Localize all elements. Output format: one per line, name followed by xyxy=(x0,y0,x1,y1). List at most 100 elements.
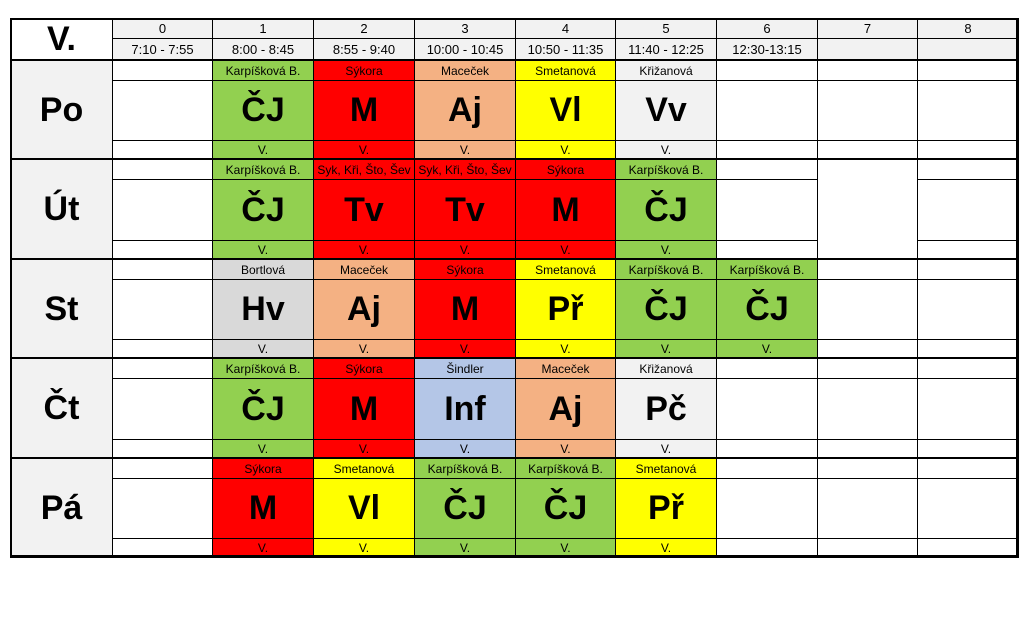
empty-cell[interactable] xyxy=(112,339,213,359)
empty-cell[interactable] xyxy=(817,378,918,440)
empty-cell[interactable] xyxy=(817,279,918,340)
empty-cell[interactable] xyxy=(917,478,1019,539)
lesson-teacher[interactable]: Karpíšková B. xyxy=(716,259,818,280)
lesson-room[interactable]: V. xyxy=(212,538,314,558)
lesson-teacher[interactable]: Karpíšková B. xyxy=(212,358,314,379)
lesson-teacher[interactable]: Karpíšková B. xyxy=(515,458,616,479)
lesson-teacher[interactable]: Bortlová xyxy=(212,259,314,280)
lesson-subject[interactable]: ČJ xyxy=(212,378,314,440)
lesson-teacher[interactable]: Šindler xyxy=(414,358,516,379)
empty-cell[interactable] xyxy=(112,159,213,180)
empty-cell[interactable] xyxy=(716,240,818,260)
lesson-teacher[interactable]: Smetanová xyxy=(313,458,415,479)
lesson-teacher[interactable]: Karpíšková B. xyxy=(615,159,717,180)
lesson-teacher[interactable]: Syk, Kři, Što, Šev xyxy=(313,159,415,180)
lesson-room[interactable]: V. xyxy=(414,439,516,459)
lesson-subject[interactable]: Hv xyxy=(212,279,314,340)
lesson-room[interactable]: V. xyxy=(515,240,616,260)
lesson-room[interactable]: V. xyxy=(313,538,415,558)
empty-cell[interactable] xyxy=(817,259,918,280)
lesson-subject[interactable]: Aj xyxy=(414,80,516,141)
empty-cell[interactable] xyxy=(917,458,1019,479)
lesson-teacher[interactable]: Smetanová xyxy=(515,259,616,280)
empty-cell[interactable] xyxy=(716,179,818,241)
lesson-subject[interactable]: ČJ xyxy=(212,80,314,141)
lesson-room[interactable]: V. xyxy=(515,140,616,160)
empty-cell[interactable] xyxy=(817,339,918,359)
lesson-subject[interactable]: ČJ xyxy=(615,179,717,241)
lesson-teacher[interactable]: Maceček xyxy=(414,60,516,81)
lesson-room[interactable]: V. xyxy=(515,439,616,459)
empty-cell[interactable] xyxy=(112,259,213,280)
lesson-room[interactable]: V. xyxy=(414,339,516,359)
lesson-subject[interactable]: Př xyxy=(515,279,616,340)
empty-cell[interactable] xyxy=(716,159,818,180)
lesson-teacher[interactable]: Maceček xyxy=(515,358,616,379)
lesson-subject[interactable]: Aj xyxy=(313,279,415,340)
empty-cell[interactable] xyxy=(716,358,818,379)
lesson-subject[interactable]: M xyxy=(212,478,314,539)
lesson-room[interactable]: V. xyxy=(313,140,415,160)
empty-cell[interactable] xyxy=(817,80,918,141)
lesson-subject[interactable]: Tv xyxy=(414,179,516,241)
lesson-teacher[interactable]: Smetanová xyxy=(615,458,717,479)
empty-cell[interactable] xyxy=(917,140,1019,160)
lesson-subject[interactable]: Pč xyxy=(615,378,717,440)
empty-cell[interactable] xyxy=(112,279,213,340)
lesson-teacher[interactable]: Smetanová xyxy=(515,60,616,81)
empty-cell[interactable] xyxy=(817,538,918,558)
empty-cell[interactable] xyxy=(917,358,1019,379)
lesson-room[interactable]: V. xyxy=(716,339,818,359)
lesson-subject[interactable]: ČJ xyxy=(716,279,818,340)
empty-cell[interactable] xyxy=(917,339,1019,359)
lesson-subject[interactable]: Vv xyxy=(615,80,717,141)
lesson-room[interactable]: V. xyxy=(615,339,717,359)
lesson-room[interactable]: V. xyxy=(414,240,516,260)
lesson-room[interactable]: V. xyxy=(615,538,717,558)
lesson-subject[interactable]: Vl xyxy=(313,478,415,539)
empty-cell[interactable] xyxy=(716,478,818,539)
empty-cell[interactable] xyxy=(112,80,213,141)
lesson-subject[interactable]: Tv xyxy=(313,179,415,241)
lesson-room[interactable]: V. xyxy=(212,339,314,359)
lesson-teacher[interactable]: Syk, Kři, Što, Šev xyxy=(414,159,516,180)
lesson-subject[interactable]: ČJ xyxy=(615,279,717,340)
empty-cell[interactable] xyxy=(716,140,818,160)
lesson-room[interactable]: V. xyxy=(515,339,616,359)
lesson-room[interactable]: V. xyxy=(313,439,415,459)
empty-cell[interactable] xyxy=(716,80,818,141)
empty-cell[interactable] xyxy=(112,60,213,81)
empty-cell[interactable] xyxy=(112,458,213,479)
empty-cell[interactable] xyxy=(112,439,213,459)
empty-cell[interactable] xyxy=(917,279,1019,340)
empty-cell[interactable] xyxy=(716,60,818,81)
lesson-room[interactable]: V. xyxy=(212,240,314,260)
lesson-teacher[interactable]: Sýkora xyxy=(212,458,314,479)
lesson-subject[interactable]: ČJ xyxy=(515,478,616,539)
empty-cell[interactable] xyxy=(817,478,918,539)
empty-cell[interactable] xyxy=(112,240,213,260)
lesson-teacher[interactable]: Karpíšková B. xyxy=(615,259,717,280)
lesson-teacher[interactable]: Karpíšková B. xyxy=(414,458,516,479)
lesson-teacher[interactable]: Sýkora xyxy=(313,358,415,379)
lesson-subject[interactable]: Vl xyxy=(515,80,616,141)
lesson-subject[interactable]: Inf xyxy=(414,378,516,440)
lesson-teacher[interactable]: Křižanová xyxy=(615,60,717,81)
empty-cell[interactable] xyxy=(917,179,1019,241)
lesson-subject[interactable]: Př xyxy=(615,478,717,539)
lesson-subject[interactable]: M xyxy=(515,179,616,241)
empty-cell[interactable] xyxy=(716,439,818,459)
lesson-teacher[interactable]: Křižanová xyxy=(615,358,717,379)
lesson-room[interactable]: V. xyxy=(615,240,717,260)
empty-merged-cell[interactable] xyxy=(817,159,918,260)
lesson-subject[interactable]: M xyxy=(313,378,415,440)
empty-cell[interactable] xyxy=(112,179,213,241)
lesson-room[interactable]: V. xyxy=(313,240,415,260)
empty-cell[interactable] xyxy=(917,538,1019,558)
lesson-teacher[interactable]: Maceček xyxy=(313,259,415,280)
empty-cell[interactable] xyxy=(917,259,1019,280)
lesson-room[interactable]: V. xyxy=(615,439,717,459)
empty-cell[interactable] xyxy=(817,140,918,160)
lesson-room[interactable]: V. xyxy=(212,140,314,160)
lesson-teacher[interactable]: Sýkora xyxy=(414,259,516,280)
